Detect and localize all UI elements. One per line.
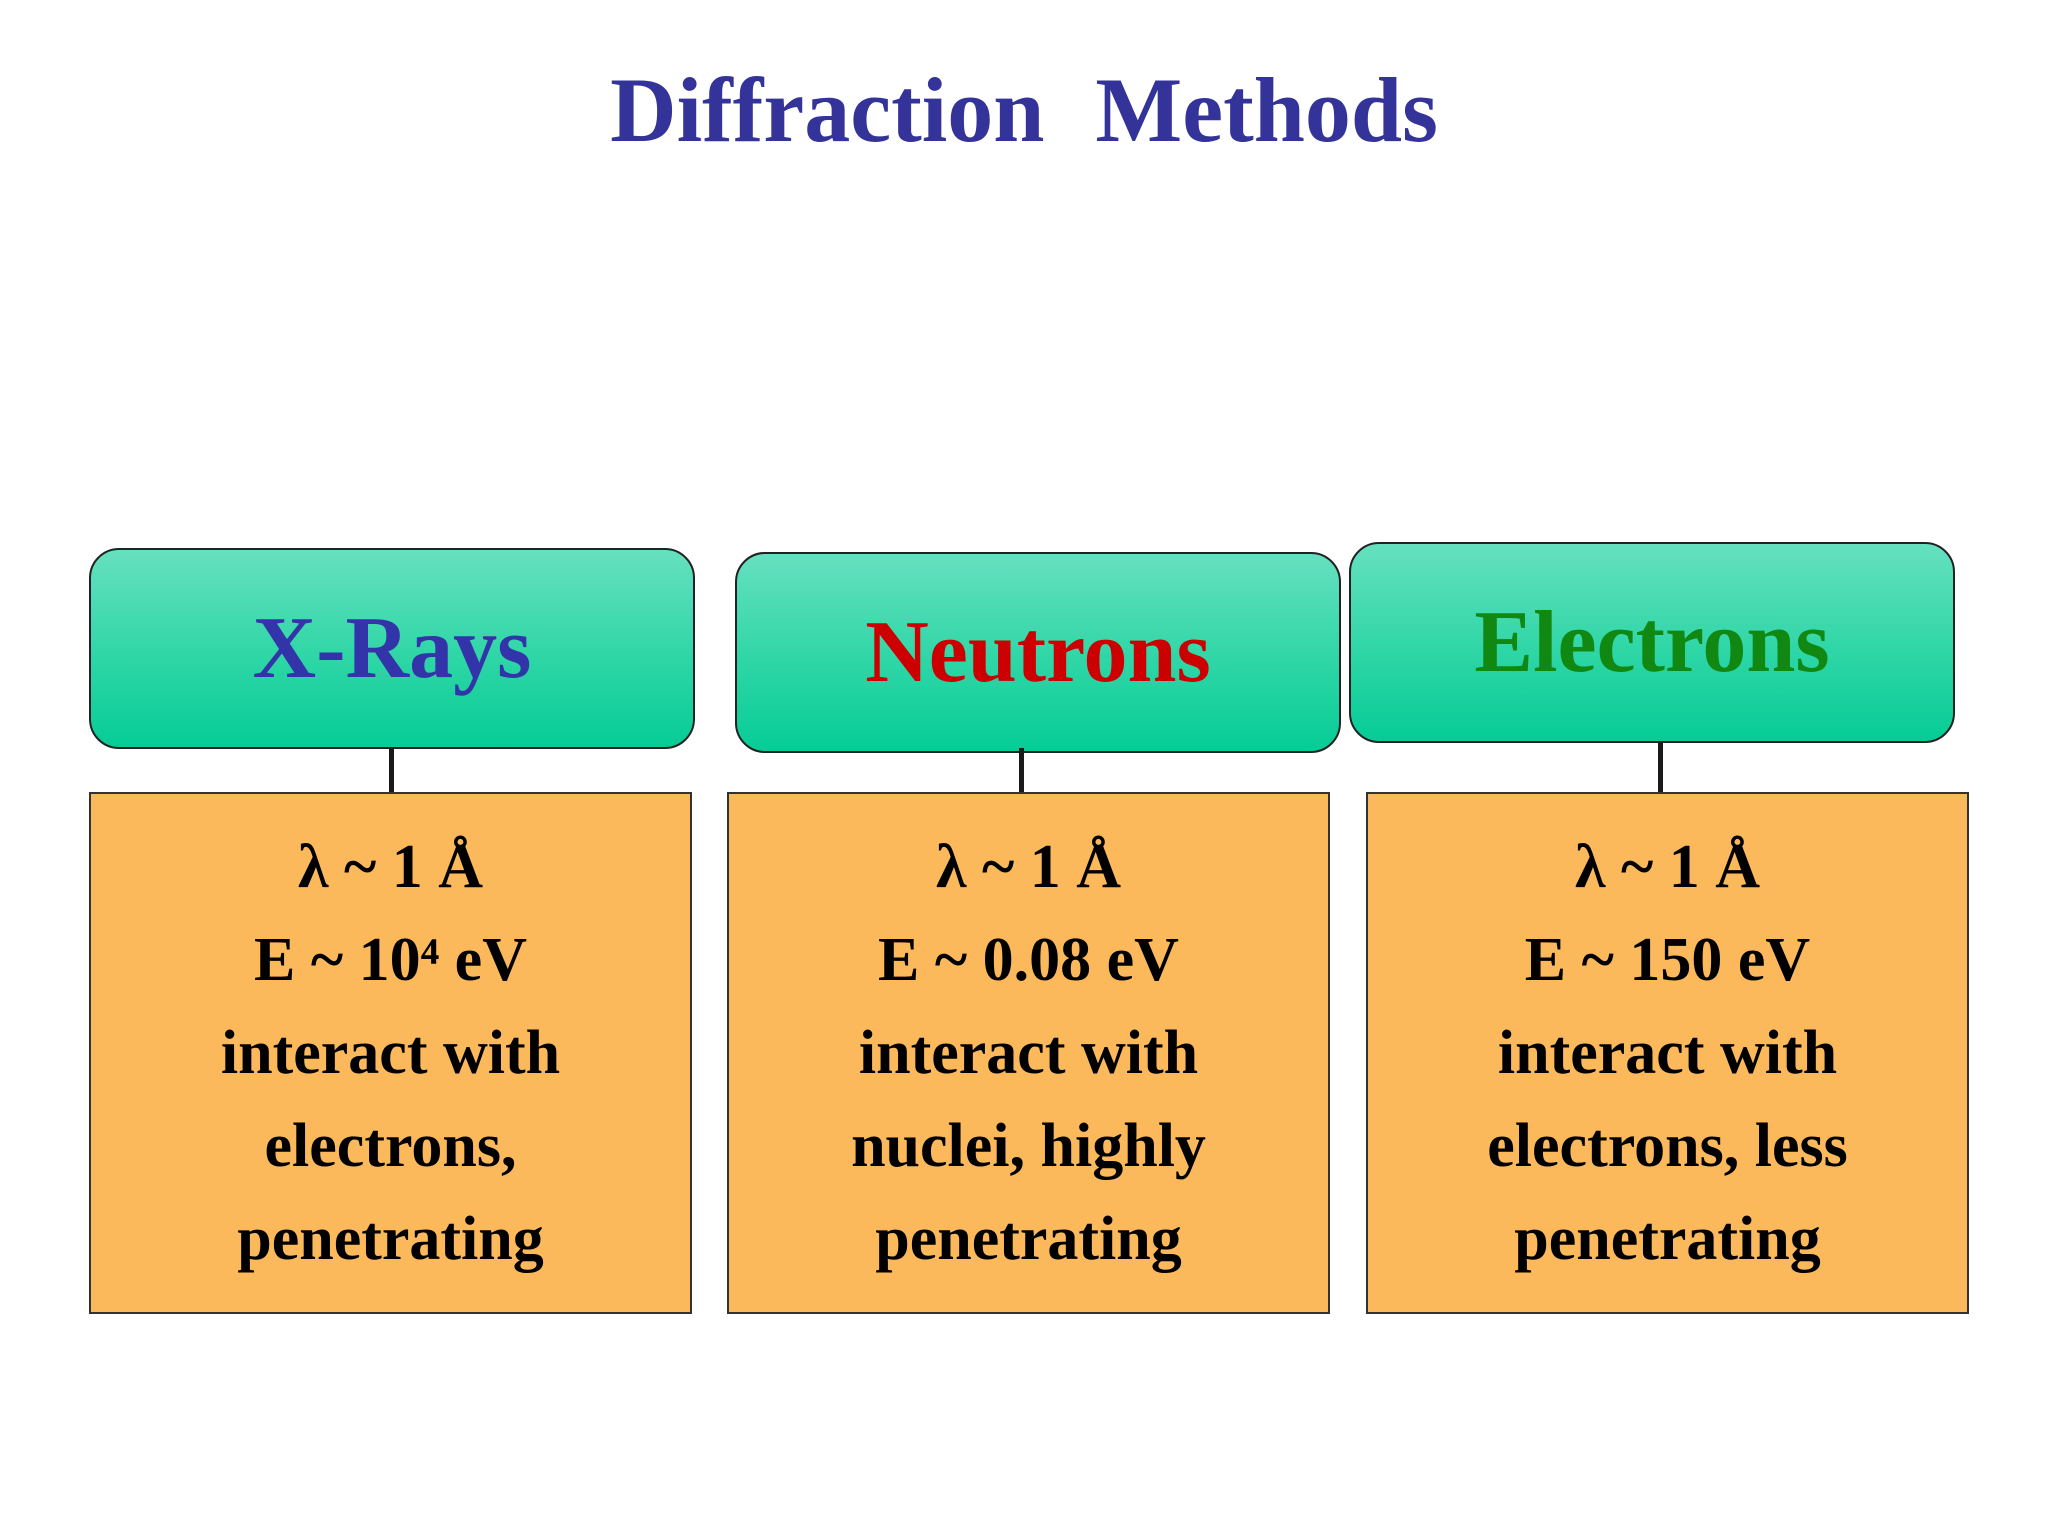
electrons-interaction: interact with (1497, 1018, 1838, 1087)
header-neutrons: Neutrons (735, 552, 1341, 753)
neutrons-penetration: penetrating (875, 1204, 1182, 1273)
neutrons-interaction: interact with (858, 1018, 1199, 1087)
neutrons-target: nuclei, highly (851, 1111, 1206, 1180)
header-xrays: X-Rays (89, 548, 695, 749)
electrons-energy: E ~ 150 eV (1524, 925, 1811, 994)
xrays-energy: E ~ 10⁴ eV (254, 925, 527, 994)
electrons-penetration: penetrating (1514, 1204, 1821, 1273)
detail-electrons: λ ~ 1 Å E ~ 150 eV interact with electro… (1366, 792, 1969, 1314)
connector-neutrons (1019, 748, 1024, 792)
header-neutrons-label: Neutrons (865, 603, 1211, 701)
page-title: Diffraction Methods (610, 59, 1438, 161)
xrays-penetration: penetrating (237, 1204, 544, 1273)
header-electrons-label: Electrons (1474, 593, 1830, 691)
connector-xrays (389, 749, 394, 792)
header-electrons: Electrons (1349, 542, 1955, 743)
electrons-target: electrons, less (1487, 1111, 1848, 1180)
neutrons-energy: E ~ 0.08 eV (878, 925, 1179, 994)
electrons-wavelength: λ ~ 1 Å (1575, 832, 1760, 901)
xrays-wavelength: λ ~ 1 Å (298, 832, 483, 901)
neutrons-wavelength: λ ~ 1 Å (936, 832, 1121, 901)
detail-neutrons: λ ~ 1 Å E ~ 0.08 eV interact with nuclei… (727, 792, 1330, 1314)
xrays-target: electrons, (264, 1111, 517, 1180)
xrays-interaction: interact with (220, 1018, 561, 1087)
detail-xrays: λ ~ 1 Å E ~ 10⁴ eV interact with electro… (89, 792, 692, 1314)
connector-electrons (1658, 743, 1663, 792)
header-xrays-label: X-Rays (252, 599, 532, 697)
